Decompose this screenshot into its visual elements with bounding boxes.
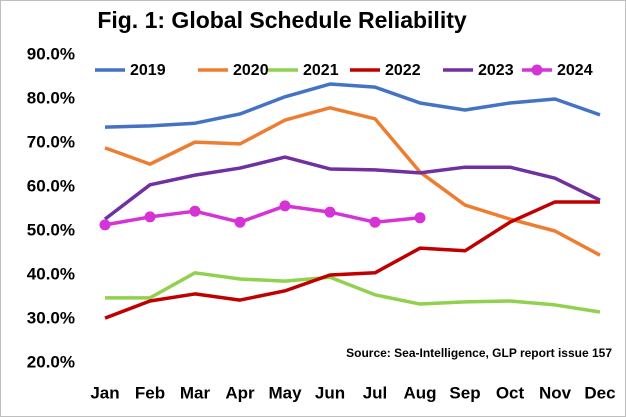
y-tick-label: 60.0%	[27, 176, 75, 195]
series-marker	[279, 200, 291, 212]
y-tick-label: 70.0%	[27, 132, 75, 151]
legend-label: 2022	[385, 62, 421, 79]
y-tick-label: 80.0%	[27, 88, 75, 107]
x-tick-label: Feb	[135, 383, 165, 402]
y-tick-label: 30.0%	[27, 308, 75, 327]
series-marker	[234, 216, 246, 228]
series-marker	[369, 216, 381, 228]
series-line	[104, 82, 601, 129]
legend-label: 2021	[303, 62, 339, 79]
y-tick-label: 20.0%	[27, 352, 75, 371]
x-tick-label: May	[268, 383, 302, 402]
chart-title: Fig. 1: Global Schedule Reliability	[97, 7, 467, 33]
series-marker	[324, 206, 336, 218]
series-line	[103, 155, 601, 221]
x-tick-label: Jun	[315, 383, 345, 402]
x-tick-label: Jul	[363, 383, 388, 402]
series-marker	[414, 212, 426, 224]
x-tick-label: Sep	[449, 383, 480, 402]
x-tick-label: Oct	[496, 383, 525, 402]
legend-label: 2019	[130, 62, 166, 79]
series-marker	[99, 219, 111, 231]
series-marker	[189, 205, 201, 217]
x-tick-label: Nov	[539, 383, 572, 402]
x-tick-label: Mar	[180, 383, 211, 402]
x-tick-label: Aug	[403, 383, 436, 402]
series-line	[105, 271, 601, 314]
y-tick-label: 90.0%	[27, 44, 75, 63]
legend-label: 2023	[478, 62, 514, 79]
legend-label: 2020	[233, 62, 269, 79]
x-tick-label: Apr	[225, 383, 255, 402]
series-line	[104, 204, 421, 227]
series-line	[104, 106, 601, 257]
x-tick-label: Jan	[90, 383, 119, 402]
series-line	[104, 200, 600, 320]
series-marker	[144, 211, 156, 223]
y-tick-label: 40.0%	[27, 264, 75, 283]
y-tick-label: 50.0%	[27, 220, 75, 239]
source-note: Source: Sea-Intelligence, GLP report iss…	[346, 346, 612, 360]
x-tick-label: Dec	[584, 383, 615, 402]
legend-label: 2024	[557, 62, 593, 79]
legend-marker	[531, 64, 543, 76]
